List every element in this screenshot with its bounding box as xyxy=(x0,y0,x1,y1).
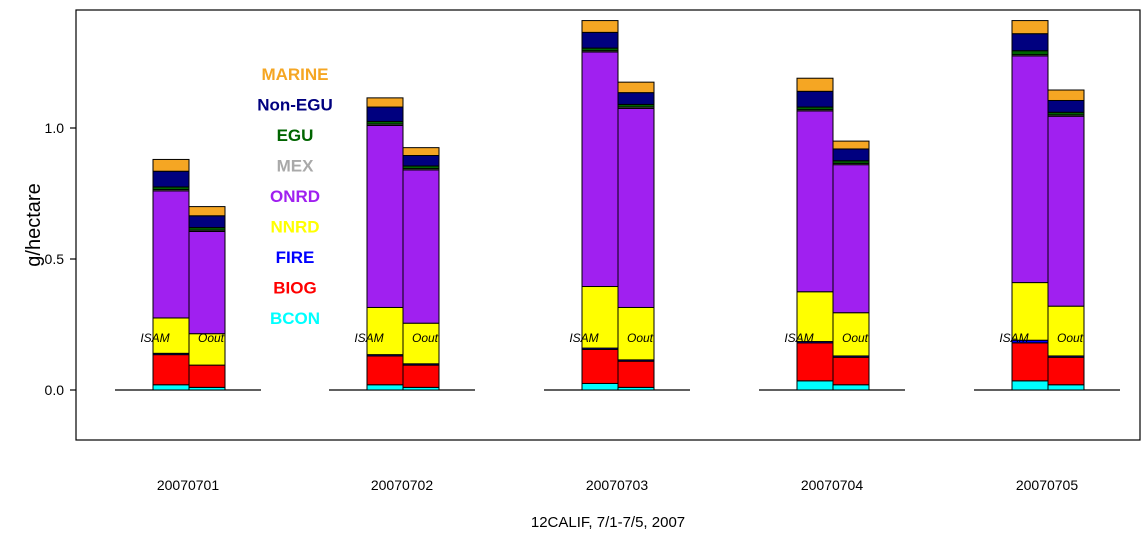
bar-segment-20070704-oout-non-egu xyxy=(832,148,870,162)
bar-segment-20070705-isam-non-egu xyxy=(1011,33,1049,52)
legend-item-non-egu: Non-EGU xyxy=(257,96,333,115)
x-tick-label-20070704: 20070704 xyxy=(801,477,864,493)
bar-segment-20070704-isam-bcon xyxy=(796,380,834,391)
bar-segment-20070702-oout-marine xyxy=(402,147,440,157)
bar-segment-20070704-isam-biog xyxy=(796,342,834,382)
bar-segment-20070705-oout-nnrd xyxy=(1047,305,1085,357)
bar-segment-20070701-isam-biog xyxy=(152,354,190,386)
legend-item-nnrd: NNRD xyxy=(270,218,319,237)
bar-segment-20070703-isam-non-egu xyxy=(581,31,619,49)
x-tick-label-20070703: 20070703 xyxy=(586,477,649,493)
bar-label-20070704-oout: Oout xyxy=(842,331,869,345)
bar-segment-20070705-oout-marine xyxy=(1047,89,1085,101)
bar-segment-20070703-isam-marine xyxy=(581,20,619,33)
bar-segment-20070701-oout-nnrd xyxy=(188,333,226,366)
bar-label-20070704-isam: ISAM xyxy=(784,331,813,345)
bar-segment-20070703-oout-biog xyxy=(617,360,655,388)
legend-item-onrd: ONRD xyxy=(270,187,320,206)
bar-segment-20070704-isam-marine xyxy=(796,77,834,92)
bar-label-20070702-isam: ISAM xyxy=(354,331,383,345)
bar-segment-20070701-isam-onrd xyxy=(152,190,190,319)
y-tick-label-0.5: 0.5 xyxy=(45,251,65,267)
bar-label-20070705-oout: Oout xyxy=(1057,331,1084,345)
bar-segment-20070705-isam-bcon xyxy=(1011,380,1049,391)
bar-segment-20070702-isam-marine xyxy=(366,97,404,108)
x-tick-label-20070701: 20070701 xyxy=(157,477,220,493)
bar-segment-20070703-isam-onrd xyxy=(581,51,619,288)
bar-segment-20070701-oout-non-egu xyxy=(188,215,226,229)
x-tick-label-20070702: 20070702 xyxy=(371,477,434,493)
bar-segment-20070705-isam-nnrd xyxy=(1011,282,1049,341)
bar-label-20070705-isam: ISAM xyxy=(999,331,1028,345)
bar-segment-20070701-isam-bcon xyxy=(152,384,190,391)
legend-item-biog: BIOG xyxy=(273,279,316,298)
bar-segment-20070705-oout-onrd xyxy=(1047,115,1085,307)
bar-label-20070701-oout: Oout xyxy=(198,331,225,345)
bar-segment-20070703-oout-onrd xyxy=(617,107,655,308)
bar-segment-20070704-oout-biog xyxy=(832,356,870,386)
bar-segment-20070702-oout-non-egu xyxy=(402,155,440,167)
bar-segment-20070705-isam-onrd xyxy=(1011,55,1049,284)
legend-item-marine: MARINE xyxy=(261,65,328,84)
bar-segment-20070701-oout-onrd xyxy=(188,230,226,335)
bar-segment-20070705-oout-biog xyxy=(1047,356,1085,386)
bar-segment-20070702-oout-onrd xyxy=(402,169,440,324)
legend-item-egu: EGU xyxy=(277,126,314,145)
x-axis-title: 12CALIF, 7/1-7/5, 2007 xyxy=(531,514,685,531)
bar-segment-20070702-isam-bcon xyxy=(366,384,404,391)
bar-segment-20070703-isam-bcon xyxy=(581,382,619,391)
x-tick-label-20070705: 20070705 xyxy=(1016,477,1079,493)
bar-segment-20070701-isam-marine xyxy=(152,158,190,172)
y-tick-label-0.0: 0.0 xyxy=(45,382,65,398)
bar-segment-20070705-isam-marine xyxy=(1011,20,1049,35)
bars-group xyxy=(152,20,1085,391)
bar-segment-20070701-oout-biog xyxy=(188,364,226,388)
plot-frame xyxy=(75,9,1141,441)
bar-segment-20070704-oout-bcon xyxy=(832,384,870,391)
y-axis-title: g/hectare xyxy=(23,183,45,266)
bar-segment-20070702-isam-non-egu xyxy=(366,106,404,122)
bar-segment-20070702-isam-onrd xyxy=(366,124,404,308)
y-axis: 0.0 0.5 1.0 xyxy=(45,120,76,398)
bar-segment-20070704-isam-nnrd xyxy=(796,291,834,343)
legend-item-fire: FIRE xyxy=(276,248,315,267)
bar-segment-20070704-isam-non-egu xyxy=(796,90,834,108)
bar-segment-20070705-isam-biog xyxy=(1011,342,1049,382)
bar-segment-20070705-isam-egu xyxy=(1011,50,1049,56)
bar-segment-20070702-oout-nnrd xyxy=(402,322,440,365)
bar-segment-20070702-oout-biog xyxy=(402,364,440,388)
legend-item-bcon: BCON xyxy=(270,309,320,328)
bar-label-20070701-isam: ISAM xyxy=(140,331,169,345)
bar-label-20070703-oout: Oout xyxy=(627,331,654,345)
bar-segment-20070704-oout-marine xyxy=(832,140,870,150)
bar-segment-20070704-oout-nnrd xyxy=(832,312,870,357)
legend: MARINE Non-EGU EGU MEX ONRD NNRD FIRE BIOG BCON xyxy=(257,65,333,328)
bar-segment-20070703-isam-biog xyxy=(581,348,619,384)
bar-segment-20070701-oout-marine xyxy=(188,206,226,217)
bar-labels-group: ISAM Oout ISAM Oout ISAM Oout ISAM Oout ISAM Oout xyxy=(140,331,1083,345)
bar-segment-20070703-oout-marine xyxy=(617,81,655,94)
bar-segment-20070704-oout-onrd xyxy=(832,164,870,314)
bar-label-20070703-isam: ISAM xyxy=(569,331,598,345)
legend-item-mex: MEX xyxy=(277,157,315,176)
bar-segment-20070702-isam-biog xyxy=(366,355,404,386)
bar-segment-20070704-isam-onrd xyxy=(796,110,834,293)
bar-segment-20070703-oout-non-egu xyxy=(617,92,655,105)
y-tick-label-1.0: 1.0 xyxy=(45,120,65,136)
bar-segment-20070703-isam-nnrd xyxy=(581,286,619,349)
bar-segment-20070702-isam-nnrd xyxy=(366,306,404,356)
bar-segment-20070705-oout-bcon xyxy=(1047,384,1085,391)
bar-segment-20070705-oout-non-egu xyxy=(1047,99,1085,113)
bar-segment-20070701-isam-non-egu xyxy=(152,170,190,188)
x-axis: 20070701 20070702 20070703 20070704 20070705 xyxy=(157,477,1079,493)
bar-label-20070702-oout: Oout xyxy=(412,331,439,345)
